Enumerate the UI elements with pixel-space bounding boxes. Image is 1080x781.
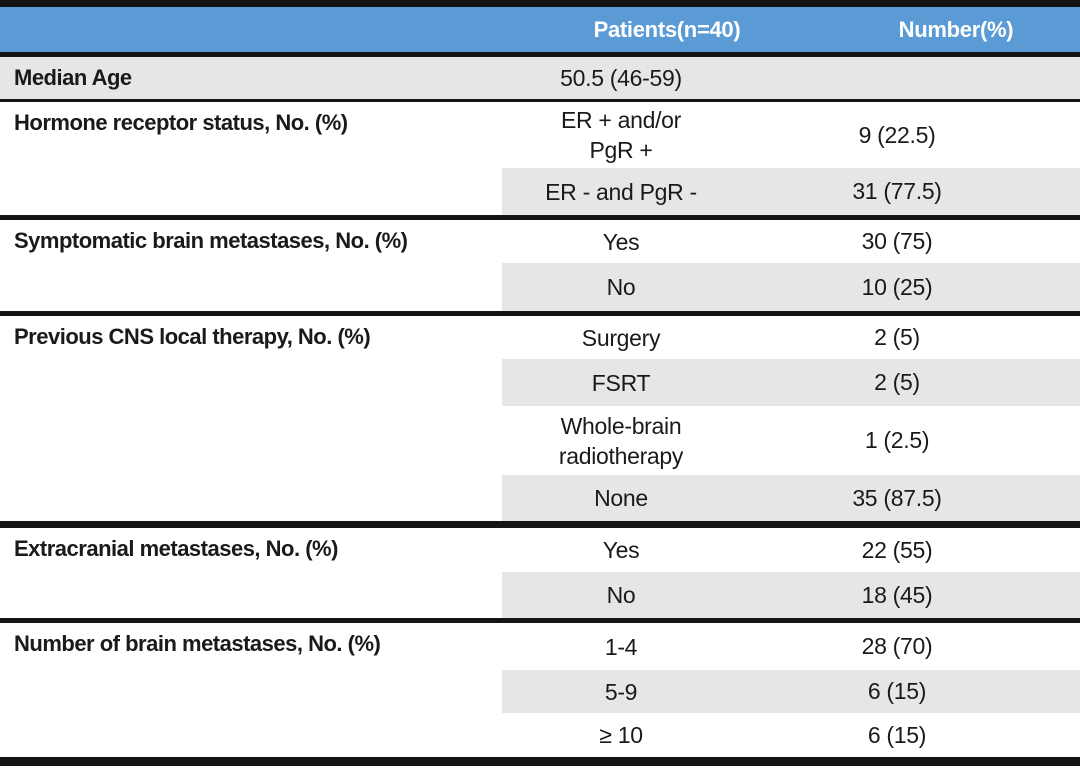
section-divider bbox=[0, 618, 1080, 623]
patients-cell: None bbox=[502, 475, 740, 521]
number-cell: 6 (15) bbox=[740, 670, 1080, 713]
top-border bbox=[0, 0, 1080, 7]
patients-cell-text: None bbox=[594, 485, 648, 511]
table-body: Median Age 50.5 (46-59) Hormone receptor s… bbox=[0, 57, 1080, 757]
number-cell-text: 30 (75) bbox=[861, 228, 933, 254]
table-header-row: Patients(n=40) Number(%) bbox=[0, 7, 1080, 52]
number-cell: 30 (75) bbox=[740, 220, 1080, 263]
patients-cell-text: Yes bbox=[602, 537, 640, 563]
number-cell-text: 1 (2.5) bbox=[864, 427, 930, 453]
number-cell: 2 (5) bbox=[740, 316, 1080, 359]
patients-cell: FSRT bbox=[502, 359, 740, 406]
bottom-border bbox=[0, 757, 1080, 766]
patients-cell-text: 50.5 (46-59) bbox=[560, 65, 682, 91]
number-cell-text: 6 (15) bbox=[867, 678, 927, 704]
number-cell: 22 (55) bbox=[740, 528, 1080, 572]
number-cell: 31 (77.5) bbox=[740, 168, 1080, 215]
number-column-header: Number(%) bbox=[898, 16, 1014, 42]
patients-cell: Whole-brain radiotherapy bbox=[502, 406, 740, 475]
number-cell: 1 (2.5) bbox=[740, 406, 1080, 475]
patients-cell: 1-4 bbox=[502, 623, 740, 670]
number-cell: 9 (22.5) bbox=[740, 102, 1080, 168]
patients-cell-text: Yes bbox=[602, 228, 640, 255]
number-cell: 2 (5) bbox=[740, 359, 1080, 406]
number-cell-text: 2 (5) bbox=[874, 324, 920, 350]
section-divider bbox=[0, 215, 1080, 220]
patients-cell: Surgery bbox=[502, 316, 740, 359]
patients-cell-text: ER + and/or PgR + bbox=[560, 107, 682, 163]
number-cell: 28 (70) bbox=[740, 623, 1080, 670]
number-cell-text: 35 (87.5) bbox=[852, 484, 942, 511]
patients-cell-text: 1-4 bbox=[604, 633, 638, 660]
number-cell-text: 18 (45) bbox=[861, 581, 933, 608]
number-cell-text: 22 (55) bbox=[861, 536, 933, 563]
category-label: Previous CNS local therapy, No. (%) bbox=[14, 324, 371, 349]
category-label: Hormone receptor status, No. (%) bbox=[14, 110, 348, 135]
table-section: Median Age 50.5 (46-59) bbox=[0, 57, 1080, 99]
number-cell: 6 (15) bbox=[740, 713, 1080, 757]
number-cell: 10 (25) bbox=[740, 263, 1080, 311]
number-cell-text: 2 (5) bbox=[874, 369, 920, 395]
category-label: Symptomatic brain metastases, No. (%) bbox=[14, 228, 408, 253]
number-cell-text: 10 (25) bbox=[861, 273, 933, 300]
table-section: Hormone receptor status, No. (%) ER + and… bbox=[0, 102, 1080, 215]
table-section: Number of brain metastases, No. (%) 1-4 28… bbox=[0, 623, 1080, 757]
patients-cell-text: Whole-brain radiotherapy bbox=[558, 412, 684, 469]
header-spacer bbox=[0, 7, 502, 52]
patients-cell: 5-9 bbox=[502, 670, 740, 713]
patients-cell: ER - and PgR - bbox=[502, 168, 740, 215]
patients-cell-text: 5-9 bbox=[604, 678, 638, 705]
patients-cell: No bbox=[502, 572, 740, 618]
table-section: Symptomatic brain metastases, No. (%) Yes… bbox=[0, 220, 1080, 311]
category-label: Number of brain metastases, No. (%) bbox=[14, 631, 381, 656]
patients-cell: No bbox=[502, 263, 740, 311]
patients-cell-text: FSRT bbox=[591, 369, 651, 396]
patients-cell-text: ER - and PgR - bbox=[545, 178, 697, 205]
number-cell bbox=[740, 57, 1080, 99]
patients-cell: ≥ 10 bbox=[502, 713, 740, 757]
section-divider bbox=[0, 99, 1080, 102]
number-cell-text: 31 (77.5) bbox=[852, 178, 942, 204]
number-cell-text: 6 (15) bbox=[867, 721, 927, 748]
patients-column-header: Patients(n=40) bbox=[593, 16, 741, 42]
category-label: Median Age bbox=[0, 57, 502, 99]
number-cell: 35 (87.5) bbox=[740, 475, 1080, 521]
number-cell: 18 (45) bbox=[740, 572, 1080, 618]
patients-cell-text: No bbox=[606, 274, 636, 300]
section-divider bbox=[0, 311, 1080, 316]
patients-cell: ER + and/or PgR + bbox=[502, 102, 740, 168]
patients-cell: Yes bbox=[502, 220, 740, 263]
table-section: Extracranial metastases, No. (%) Yes 22 (5… bbox=[0, 528, 1080, 618]
number-cell-text: 28 (70) bbox=[861, 633, 933, 659]
table-section: Previous CNS local therapy, No. (%) Surge… bbox=[0, 316, 1080, 521]
patients-cell-text: Surgery bbox=[581, 324, 661, 351]
patients-cell: Yes bbox=[502, 528, 740, 572]
header-divider bbox=[0, 52, 1080, 57]
patients-cell-text: ≥ 10 bbox=[599, 722, 643, 748]
section-divider bbox=[0, 521, 1080, 528]
category-label: Extracranial metastases, No. (%) bbox=[14, 536, 338, 561]
patients-cell-text: No bbox=[606, 582, 636, 608]
number-cell-text: 9 (22.5) bbox=[858, 121, 936, 148]
patients-cell: 50.5 (46-59) bbox=[502, 57, 740, 99]
